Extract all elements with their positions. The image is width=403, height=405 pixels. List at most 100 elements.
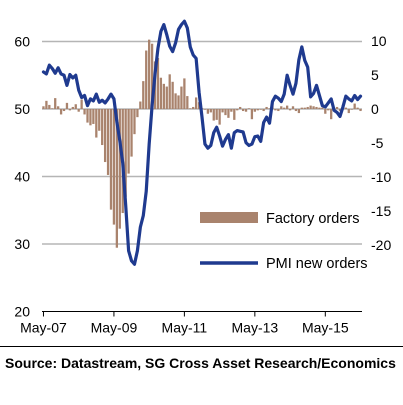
factory-orders-bar — [124, 109, 127, 197]
factory-orders-bar — [224, 109, 227, 116]
x-tick-label: May-15 — [302, 320, 349, 336]
factory-orders-bar — [115, 109, 119, 248]
factory-orders-bar — [244, 109, 248, 112]
factory-orders-bars — [42, 39, 362, 248]
factory-orders-bar — [300, 107, 303, 109]
left-tick-label: 30 — [14, 236, 30, 252]
factory-orders-bar — [112, 109, 116, 225]
right-tick-label: 10 — [371, 33, 387, 49]
factory-orders-bar — [227, 109, 230, 118]
factory-orders-bar — [353, 103, 356, 109]
factory-orders-bar — [247, 108, 251, 109]
factory-orders-bar — [162, 83, 165, 109]
factory-orders-bar — [168, 74, 171, 109]
factory-orders-bar — [215, 109, 218, 120]
factory-orders-bar — [148, 39, 151, 109]
factory-orders-bar — [65, 102, 69, 109]
factory-orders-bar — [206, 109, 210, 114]
factory-orders-bar — [98, 109, 101, 131]
factory-orders-bar — [347, 109, 350, 114]
factory-orders-bar — [288, 109, 292, 111]
factory-orders-bar — [45, 100, 48, 109]
factory-orders-bar — [230, 109, 233, 112]
source-note: Source: Datastream, SG Cross Asset Resea… — [5, 355, 396, 371]
factory-orders-bar — [233, 109, 236, 120]
factory-orders-bar — [212, 109, 215, 121]
source-divider — [0, 346, 403, 347]
factory-orders-bar — [250, 109, 254, 120]
factory-orders-bar — [186, 96, 189, 109]
factory-orders-bar — [109, 109, 113, 210]
factory-orders-bar — [239, 106, 242, 109]
left-tick-label: 60 — [14, 34, 30, 50]
factory-orders-bar — [48, 104, 51, 109]
factory-orders-bar — [77, 109, 80, 112]
factory-orders-bar — [74, 104, 77, 109]
factory-orders-bar — [256, 109, 259, 111]
factory-orders-bar — [103, 109, 107, 163]
factory-orders-bar — [57, 106, 60, 109]
right-axis-labels: -20 -15 -10 -5 0 5 10 — [371, 33, 391, 253]
right-tick-label: -10 — [371, 169, 391, 185]
factory-orders-bar — [330, 109, 333, 120]
factory-orders-bar — [42, 106, 45, 109]
x-tick-label: May-07 — [20, 320, 67, 336]
factory-orders-bar — [209, 109, 212, 113]
factory-orders-bar — [118, 109, 121, 229]
factory-orders-bar — [312, 106, 315, 109]
factory-orders-bar — [174, 93, 177, 109]
factory-orders-bar — [335, 106, 339, 109]
factory-orders-bar — [51, 108, 54, 109]
factory-orders-bar — [165, 86, 168, 109]
factory-orders-bar — [315, 106, 318, 109]
factory-orders-bar — [327, 109, 330, 111]
factory-orders-bar — [83, 109, 86, 115]
factory-orders-bar — [236, 109, 239, 111]
legend-label-pmi-new-orders: PMI new orders — [266, 256, 368, 272]
factory-orders-bar — [303, 107, 306, 109]
factory-orders-bar — [71, 106, 74, 109]
factory-orders-bar — [291, 106, 295, 109]
factory-orders-bar — [338, 109, 342, 112]
factory-orders-bar — [297, 109, 301, 114]
left-tick-label: 50 — [14, 101, 30, 117]
factory-orders-bar — [177, 95, 180, 109]
factory-orders-bar — [159, 77, 163, 109]
factory-orders-bar — [192, 106, 195, 109]
factory-orders-bar — [59, 109, 63, 115]
factory-orders-bar — [321, 107, 324, 109]
factory-orders-bar — [142, 81, 145, 109]
factory-orders-bar — [259, 109, 262, 110]
factory-orders-bar — [156, 58, 160, 109]
factory-orders-bar — [318, 107, 321, 109]
pmi-new-orders-line — [41, 19, 363, 266]
right-tick-label: -20 — [371, 237, 391, 253]
right-tick-label: 5 — [371, 67, 379, 83]
factory-orders-bar — [262, 109, 265, 112]
factory-orders-bar — [62, 109, 66, 112]
factory-orders-bar — [189, 108, 192, 109]
factory-orders-bar — [68, 109, 72, 111]
legend-label-factory-orders: Factory orders — [266, 211, 359, 227]
factory-orders-bar — [171, 81, 174, 109]
factory-orders-bar — [350, 109, 353, 110]
factory-orders-bar — [241, 109, 245, 112]
right-tick-label: -15 — [371, 203, 391, 219]
legend: Factory orders PMI new orders — [200, 211, 368, 272]
factory-orders-bar — [359, 109, 362, 112]
factory-orders-bar — [294, 109, 298, 112]
factory-orders-bar — [127, 109, 130, 174]
factory-orders-bar — [344, 107, 347, 109]
right-tick-label: -5 — [371, 135, 384, 151]
x-tick-label: May-09 — [91, 320, 138, 336]
left-axis-labels: 20 30 40 50 60 — [14, 34, 30, 320]
factory-orders-bar — [268, 108, 271, 109]
factory-orders-bar — [277, 109, 280, 112]
factory-orders-bar — [203, 109, 207, 110]
factory-orders-bar — [324, 109, 327, 114]
left-tick-label: 20 — [14, 304, 30, 320]
factory-orders-bar — [285, 105, 289, 109]
factory-orders-bar — [80, 99, 83, 109]
chart: May-07 May-09 May-11 May-13 May-15 203040506… — [14, 19, 391, 336]
factory-orders-bar — [133, 109, 136, 135]
